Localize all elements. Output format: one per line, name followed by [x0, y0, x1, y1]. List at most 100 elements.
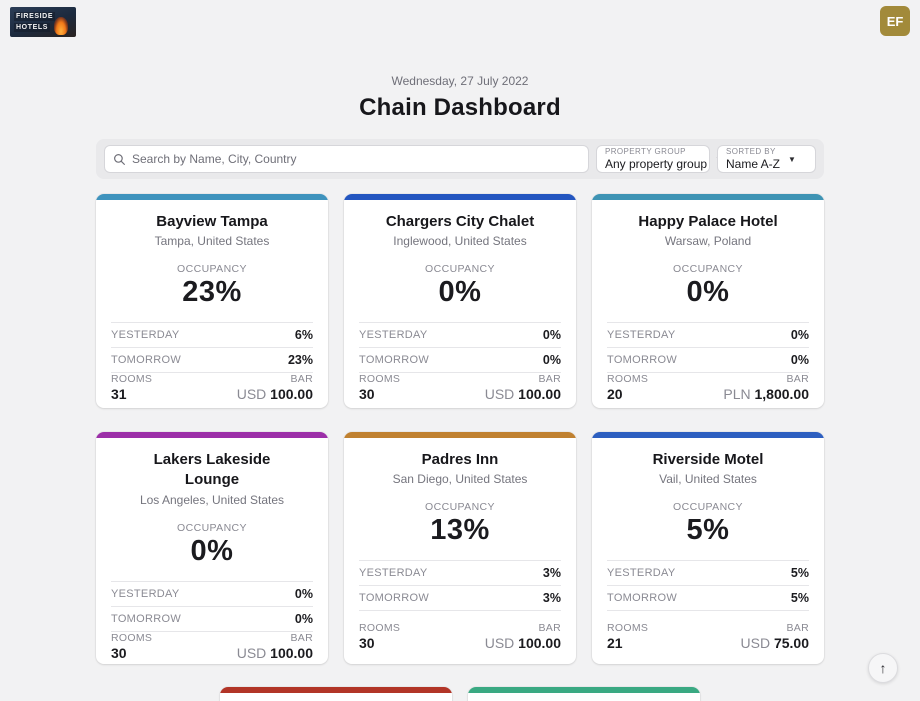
arrow-up-icon: ↑ — [879, 660, 887, 676]
property-name: Padres Inn — [421, 451, 499, 468]
property-location: Warsaw, Poland — [664, 234, 752, 249]
rooms-value: 21 — [607, 635, 623, 651]
yesterday-row: YESTERDAY 6% — [111, 322, 313, 347]
property-card-riverside-motel[interactable]: Riverside Motel Vail, United States OCCU… — [592, 432, 824, 664]
tomorrow-value: 3% — [542, 591, 561, 606]
yesterday-value: 0% — [294, 586, 313, 601]
rooms-label: ROOMS — [607, 622, 649, 634]
bar-amount: 100.00 — [518, 386, 561, 403]
tomorrow-row: TOMORROW 3% — [359, 585, 561, 612]
property-card-happy-palace-hotel[interactable]: Happy Palace Hotel Warsaw, Poland OCCUPA… — [592, 194, 824, 408]
rooms-value: 30 — [359, 386, 375, 403]
tomorrow-row: TOMORROW 0% — [607, 347, 809, 374]
tomorrow-value: 0% — [542, 353, 561, 368]
property-grid-row-3 — [96, 687, 824, 701]
occupancy-label: OCCUPANCY — [673, 263, 743, 276]
property-card-chargers-city-chalet[interactable]: Chargers City Chalet Inglewood, United S… — [344, 194, 576, 408]
occupancy-value: 0% — [686, 276, 730, 309]
tomorrow-row: TOMORROW 0% — [111, 605, 313, 632]
tomorrow-row: TOMORROW 0% — [359, 347, 561, 374]
bar-currency: USD — [740, 635, 771, 651]
property-location: San Diego, United States — [392, 472, 528, 487]
property-location: Inglewood, United States — [393, 234, 527, 249]
bar-currency: PLN — [723, 386, 751, 403]
property-grid-row-1: Bayview Tampa Tampa, United States OCCUP… — [96, 194, 824, 408]
property-location: Tampa, United States — [154, 234, 270, 249]
occupancy-value: 13% — [430, 514, 490, 547]
bar-label: BAR — [786, 622, 809, 634]
yesterday-label: YESTERDAY — [111, 587, 180, 600]
tomorrow-label: TOMORROW — [359, 592, 430, 605]
occupancy-value: 0% — [190, 534, 234, 567]
bar-value: PLN 1,800.00 — [723, 386, 809, 402]
tomorrow-row: TOMORROW 23% — [111, 347, 313, 374]
property-card-partial-2[interactable] — [468, 687, 700, 701]
rooms-label: ROOMS — [111, 631, 153, 644]
sorted-by-label: SORTED BY — [726, 147, 776, 157]
bar-value: USD 100.00 — [485, 386, 561, 402]
property-card-lakers-lakeside-lounge[interactable]: Lakers Lakeside Lounge Los Angeles, Unit… — [96, 432, 328, 664]
yesterday-value: 0% — [542, 328, 561, 343]
tomorrow-value: 23% — [287, 353, 313, 368]
yesterday-value: 0% — [790, 328, 809, 343]
yesterday-row: YESTERDAY 3% — [359, 560, 561, 585]
card-accent-strip — [344, 194, 576, 200]
yesterday-label: YESTERDAY — [359, 567, 428, 580]
tomorrow-label: TOMORROW — [111, 354, 182, 367]
bar-label: BAR — [290, 631, 313, 644]
property-card-bayview-tampa[interactable]: Bayview Tampa Tampa, United States OCCUP… — [96, 194, 328, 408]
occupancy-label: OCCUPANCY — [425, 263, 495, 276]
current-date: Wednesday, 27 July 2022 — [391, 74, 529, 88]
tomorrow-label: TOMORROW — [111, 612, 182, 625]
yesterday-label: YESTERDAY — [111, 329, 180, 342]
bar-currency: USD — [236, 644, 267, 661]
card-accent-strip — [220, 687, 452, 693]
yesterday-row: YESTERDAY 0% — [607, 322, 809, 347]
card-accent-strip — [592, 432, 824, 438]
fireside-hotels-logo[interactable]: FIRESIDE HOTELS — [10, 7, 76, 37]
rooms-value: 20 — [607, 386, 623, 403]
property-name: Lakers Lakeside Lounge — [153, 451, 271, 489]
bar-currency: USD — [484, 635, 515, 651]
scroll-to-top-button[interactable]: ↑ — [868, 653, 898, 683]
tomorrow-value: 0% — [294, 611, 313, 626]
yesterday-value: 3% — [542, 566, 561, 581]
occupancy-value: 0% — [438, 276, 482, 309]
search-input[interactable] — [132, 152, 580, 166]
card-accent-strip — [96, 194, 328, 200]
tomorrow-label: TOMORROW — [607, 354, 678, 367]
sorted-by-select[interactable]: SORTED BY Name A-Z ▼ — [717, 145, 816, 173]
yesterday-value: 6% — [294, 328, 313, 343]
sorted-by-value: Name A-Z — [726, 156, 781, 171]
card-accent-strip — [468, 687, 700, 693]
occupancy-label: OCCUPANCY — [177, 521, 247, 534]
property-group-label: PROPERTY GROUP — [605, 147, 686, 157]
yesterday-label: YESTERDAY — [607, 567, 676, 580]
tomorrow-row: TOMORROW 5% — [607, 585, 809, 612]
bar-amount: 100.00 — [270, 644, 313, 661]
tomorrow-value: 5% — [790, 591, 809, 606]
chevron-down-icon: ▼ — [788, 155, 796, 164]
occupancy-value: 23% — [182, 276, 242, 309]
occupancy-label: OCCUPANCY — [425, 501, 495, 514]
bar-value: USD 100.00 — [237, 645, 313, 661]
bar-amount: 100.00 — [270, 386, 313, 403]
search-box[interactable] — [104, 145, 589, 173]
user-avatar[interactable]: EF — [880, 6, 910, 36]
property-name: Riverside Motel — [652, 451, 764, 468]
property-card-padres-inn[interactable]: Padres Inn San Diego, United States OCCU… — [344, 432, 576, 664]
page-title: Chain Dashboard — [359, 94, 561, 121]
occupancy-value: 5% — [686, 514, 730, 547]
property-group-value: Any property group — [605, 156, 708, 171]
rooms-label: ROOMS — [111, 373, 153, 386]
yesterday-row: YESTERDAY 5% — [607, 560, 809, 585]
occupancy-label: OCCUPANCY — [177, 263, 247, 276]
tomorrow-value: 0% — [790, 353, 809, 368]
campfire-icon — [54, 17, 68, 35]
property-group-select[interactable]: PROPERTY GROUP Any property group ▼ — [596, 145, 723, 173]
bar-label: BAR — [290, 373, 313, 386]
property-card-partial-1[interactable] — [220, 687, 452, 701]
bar-label: BAR — [538, 622, 561, 634]
property-name: Chargers City Chalet — [385, 213, 535, 230]
bar-amount: 1,800.00 — [754, 386, 810, 403]
